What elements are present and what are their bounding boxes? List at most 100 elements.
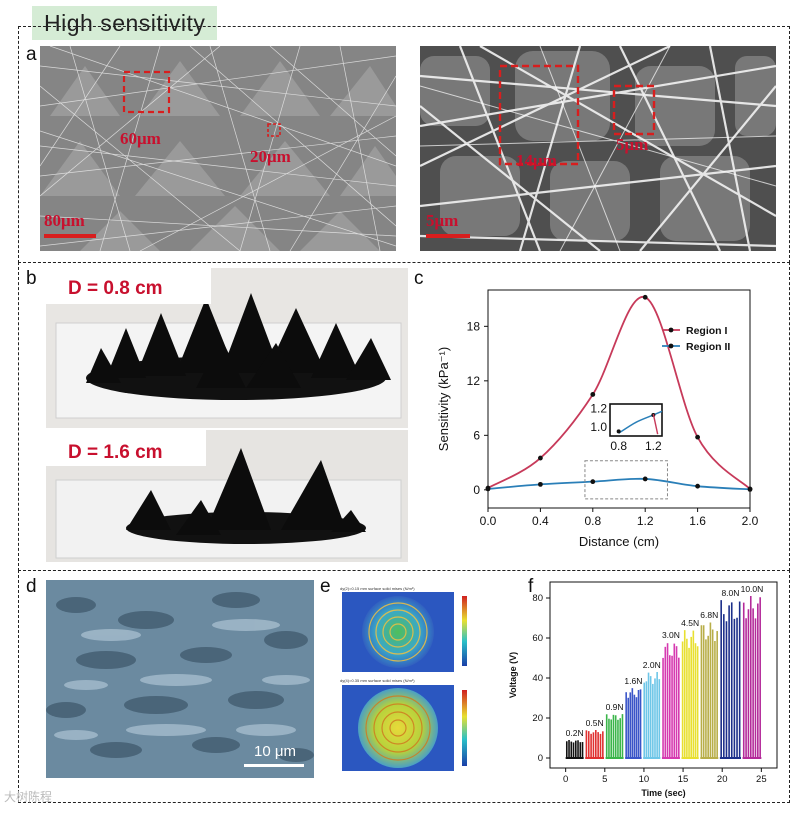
sem-porous-svg: 10 μm [46,580,314,778]
sim-caption-top: dy(2)=0.15 mm surface solid mises (N/m²) [340,586,415,591]
y-tick-label: 18 [467,319,481,333]
plot-frame [487,289,751,509]
legend-marker [668,327,674,333]
x-tick-label: 10 [639,774,650,785]
data-point [485,486,491,492]
sem-left-svg: 60μm 20μm 80μm [40,46,396,251]
data-point [590,392,596,397]
series-line-2 [487,477,751,491]
x-tick-label: 1.2 [637,514,654,528]
y-tick-label: 20 [532,713,543,724]
panel-label-a: a [26,44,37,65]
legend-label: Region I [686,325,727,337]
force-label: 8.0N [721,588,739,598]
roi-label-20um: 20μm [250,147,291,166]
force-label: 2.0N [643,660,661,670]
force-label: 4.5N [681,618,699,628]
voltage-chart-svg: 0 5 10 15 20 25 0 20 40 60 80 Time (sec) Voltage (V)… [508,581,778,798]
panel-label-e: e [320,576,331,597]
distance-label-top: D = 0.8 cm [68,278,163,299]
inset-x-label: 1.2 [645,439,662,453]
stress-simulation-svg: dy(2)=0.15 mm surface solid mises (N/m²)… [340,586,467,771]
force-label: 6.8N [700,610,718,620]
force-label: 3.0N [662,630,680,640]
sim-rings-bottom [365,695,431,761]
scalebar-left [44,234,96,238]
x-tick-label: 0.4 [532,514,549,528]
y-tick-label: 6 [473,428,480,442]
x-tick-label: 2.0 [742,514,759,528]
force-label: 0.2N [566,728,584,738]
legend-marker [668,343,674,349]
roi-label-60um: 60μm [120,129,161,148]
plot-frame [549,581,778,769]
x-tick-label: 0 [563,774,568,785]
x-axis-label: Time (sec) [641,788,685,798]
colorbar-top [462,596,467,666]
pyramid-pattern [40,61,396,251]
inset-line [618,410,663,434]
roi-box-14um [498,64,580,166]
y-tick-label: 12 [467,374,481,388]
force-label: 0.5N [586,718,604,728]
roi-box-60um [122,70,171,114]
inset-y-label: 1.0 [590,420,607,434]
data-point [642,476,648,482]
data-point [695,483,700,489]
zoom-region-box [584,460,668,500]
x-tick-label: 5 [602,774,607,785]
data-point [695,434,700,440]
panel-label-c: c [414,268,424,289]
section-title: High sensitivity [32,6,218,40]
inset-y-label: 1.2 [590,402,607,416]
scalebar-d [244,764,304,767]
fiber-mesh [40,46,396,251]
y-tick-label: 60 [532,633,543,644]
panel-label-d: d [26,576,37,597]
ferrofluid-spikes-bottom [126,448,366,535]
y-axis-label: Sensitivity (kPa⁻¹) [436,347,451,451]
watermark: 大树陈程 [4,790,53,804]
sem-porous-image: 10 μm [46,580,314,778]
sim-rings-top [368,602,428,662]
scalebar-label-left: 80μm [44,211,85,230]
ferrofluid-bottom-svg: D = 1.6 cm [46,430,408,562]
sim-caption-bottom: dy(4)=0.35 mm surface solid mises (N/m²) [340,678,415,683]
data-point [538,481,543,487]
data-point [538,455,543,461]
panel-label-b: b [26,268,37,289]
force-label: 10.0N [741,584,764,594]
scalebar-right [426,234,470,238]
x-tick-label: 0.0 [480,514,497,528]
force-label: 1.6N [624,676,642,686]
x-axis-label: Distance (cm) [579,534,659,549]
sem-image-right: 14μm 5μm 5μm [420,46,776,251]
ferrofluid-spikes-top [86,293,391,388]
sensitivity-chart: 0.0 0.4 0.8 1.2 1.6 2.0 0 6 12 18 Distance (cm) Sen… [430,276,780,560]
scalebar-label-d: 10 μm [254,743,296,760]
y-axis-label: Voltage (V) [508,652,518,698]
ferrofluid-top-svg: D = 0.8 cm [46,268,408,428]
inset-highlight [652,413,659,435]
voltage-chart: 0 5 10 15 20 25 0 20 40 60 80 Time (sec) Voltage (V)… [500,578,785,798]
y-tick-label: 0 [538,753,543,764]
legend-label: Region II [686,341,730,353]
x-tick-label: 1.6 [689,514,706,528]
inset-point [616,429,621,434]
x-tick-label: 0.8 [584,514,601,528]
sensitivity-chart-svg: 0.0 0.4 0.8 1.2 1.6 2.0 0 6 12 18 Distance (cm) Sen… [436,289,759,549]
data-point [590,479,596,485]
x-tick-label: 20 [717,774,728,785]
ridges [54,619,310,740]
panel-label-f: f [528,576,534,597]
sem-right-svg: 14μm 5μm 5μm [420,46,776,251]
data-point [642,294,648,300]
ferrofluid-photo-bottom: D = 1.6 cm [46,430,408,562]
roi-box-20um [267,123,281,137]
scalebar-label-right: 5μm [426,211,458,230]
data-point [747,486,753,492]
roi-label-5um: 5μm [616,135,648,154]
y-tick-label: 0 [473,483,480,497]
y-tick-label: 80 [532,593,543,604]
force-label: 0.9N [606,702,624,712]
